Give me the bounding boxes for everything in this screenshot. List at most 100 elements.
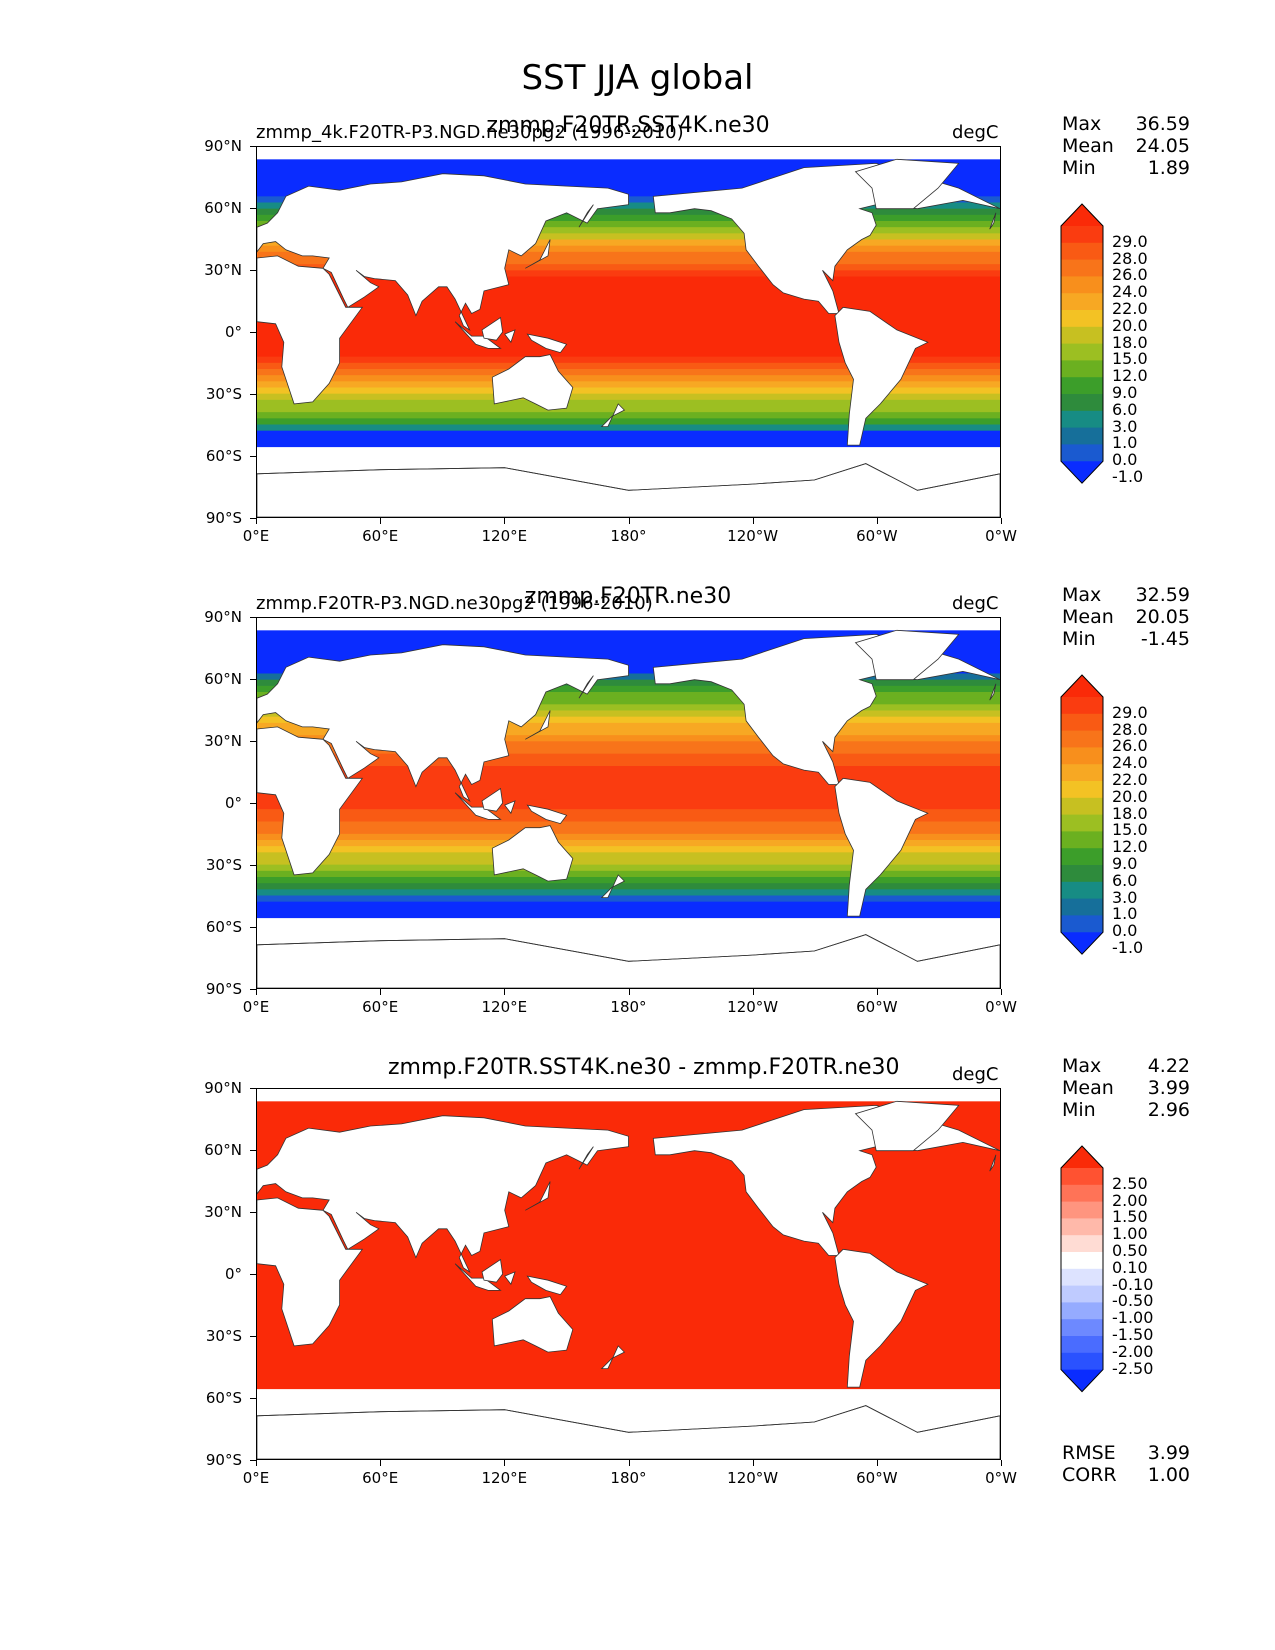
sst-band: [257, 1243, 1000, 1250]
colorbar-level-label: 24.0: [1112, 282, 1148, 302]
lon-tick-mark: [380, 1460, 382, 1466]
lon-tick-mark: [380, 518, 382, 524]
sst-band: [257, 827, 1000, 835]
colorbar-segment: [1061, 1336, 1103, 1354]
colorbar-segment: [1061, 444, 1103, 462]
sst-band: [257, 1230, 1000, 1238]
corr-label: CORR: [1062, 1464, 1117, 1486]
panel-2-case-label: zmmp.F20TR-P3.NGD.ne30pg2 (1996-2010): [256, 593, 653, 614]
sst-band: [257, 1144, 1000, 1152]
colorbar-level-label: 26.0: [1112, 736, 1148, 756]
colorbar-segment: [1061, 276, 1103, 294]
sst-band: [257, 1372, 1000, 1380]
panel-2-map: [256, 617, 1001, 989]
colorbar-level-label: 20.0: [1112, 786, 1148, 806]
lon-tick-mark: [380, 989, 382, 995]
colorbar-level-label: 9.0: [1112, 854, 1138, 873]
sst-band: [257, 858, 1000, 866]
land-mass: [854, 158, 960, 210]
lon-tick-label: 0°W: [985, 998, 1017, 1016]
sst-band: [257, 630, 1000, 638]
colorbar-segment: [1061, 310, 1103, 328]
lat-tick-label: 60°N: [204, 199, 242, 217]
colorbar-segment: [1061, 326, 1103, 345]
colorbar-level-label: 28.0: [1112, 719, 1148, 739]
sst-band: [257, 1348, 1000, 1355]
sst-band: [257, 1360, 1000, 1368]
sst-band: [257, 778, 1000, 786]
lon-tick-label: 0°W: [985, 1469, 1017, 1487]
lat-tick-label: 60°S: [205, 447, 242, 465]
sst-band: [257, 418, 1000, 426]
land-mass: [504, 329, 516, 344]
land-mass: [454, 321, 502, 349]
sst-band: [257, 1237, 1000, 1244]
land-mass: [481, 316, 504, 341]
lon-tick-mark: [876, 1460, 878, 1466]
lat-tick-label: 30°S: [205, 385, 242, 403]
sst-band: [257, 1366, 1000, 1374]
colorbar-segment: [1061, 394, 1103, 412]
lat-tick-mark: [250, 1088, 256, 1089]
colorbar-level-label: 0.0: [1112, 450, 1138, 470]
colorbar-segment: [1061, 1184, 1103, 1203]
sst-band: [257, 165, 1000, 173]
colorbar-outline: [1060, 1145, 1104, 1393]
land-mass: [257, 644, 629, 803]
land-mass: [578, 675, 594, 699]
antarctic-coastline: [257, 463, 1000, 491]
lat-tick-mark: [250, 1274, 256, 1275]
sst-band: [257, 833, 1000, 841]
sst-band: [257, 1212, 1000, 1220]
max-label: Max: [1062, 1055, 1102, 1077]
sst-band: [257, 258, 1000, 265]
colorbar-underflow-bottom: [1061, 932, 1103, 955]
colorbar-level-label: -1.0: [1112, 938, 1144, 957]
sst-band: [257, 1261, 1000, 1269]
sst-band: [257, 1267, 1000, 1275]
sst-band: [257, 276, 1000, 284]
sst-band: [257, 692, 1000, 699]
lon-tick-mark: [876, 518, 878, 524]
colorbar-segment: [1061, 377, 1103, 395]
sst-band: [257, 214, 1000, 222]
lon-tick-mark: [628, 989, 630, 995]
colorbar-segment: [1061, 781, 1103, 799]
panel-1-colorbar: 29.0 28.0 26.0 24.0 22.0 20.0 18.0 15.0 12.0 9.0 6…: [1060, 203, 1148, 485]
panel-3-map: [256, 1088, 1001, 1460]
lat-tick-mark: [250, 803, 256, 804]
lat-tick-label: 90°N: [204, 137, 242, 155]
sst-band: [257, 171, 1000, 179]
lat-tick-label: 90°S: [205, 1451, 242, 1469]
corr-value: 1.00: [1147, 1464, 1190, 1486]
colorbar-level-label: 1.00: [1112, 1224, 1148, 1244]
sst-band: [257, 883, 1000, 890]
colorbar-segment: [1061, 814, 1103, 832]
sst-band: [257, 685, 1000, 693]
lat-tick-label: 60°S: [205, 918, 242, 936]
sst-band: [257, 1335, 1000, 1343]
land-mass: [834, 1248, 929, 1388]
colorbar-level-label: 6.0: [1112, 870, 1138, 890]
sst-band: [257, 716, 1000, 724]
sst-band: [257, 301, 1000, 308]
rmse-label: RMSE: [1062, 1442, 1116, 1464]
sst-band: [257, 1113, 1000, 1121]
sst-band: [257, 393, 1000, 401]
land-mass: [834, 777, 929, 917]
sst-band: [257, 796, 1000, 804]
lon-tick-mark: [1001, 1460, 1002, 1466]
sst-band: [257, 424, 1000, 432]
sst-band: [257, 864, 1000, 872]
min-label: Min: [1062, 628, 1096, 650]
sst-band: [257, 350, 1000, 358]
colorbar-segment: [1061, 1252, 1103, 1270]
lat-tick-mark: [250, 1460, 256, 1461]
land-mass: [989, 683, 997, 701]
land-mass: [454, 792, 502, 820]
map-field: [257, 629, 1000, 988]
lon-tick-mark: [876, 989, 878, 995]
colorbar-segment: [1061, 1235, 1103, 1253]
lat-tick-mark: [250, 146, 256, 147]
sst-band: [257, 399, 1000, 407]
